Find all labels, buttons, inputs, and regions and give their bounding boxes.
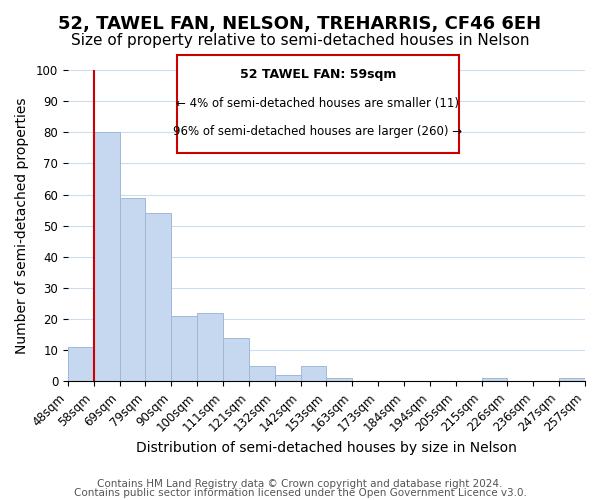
- Bar: [275, 375, 301, 382]
- Bar: [301, 366, 326, 382]
- Bar: [223, 338, 249, 382]
- Bar: [94, 132, 119, 382]
- Bar: [326, 378, 352, 382]
- Text: 96% of semi-detached houses are larger (260) →: 96% of semi-detached houses are larger (…: [173, 125, 463, 138]
- Text: Contains public sector information licensed under the Open Government Licence v3: Contains public sector information licen…: [74, 488, 526, 498]
- Text: 52 TAWEL FAN: 59sqm: 52 TAWEL FAN: 59sqm: [240, 68, 396, 80]
- Bar: [119, 198, 145, 382]
- Bar: [559, 378, 585, 382]
- Bar: [172, 316, 197, 382]
- Bar: [145, 214, 172, 382]
- Text: Contains HM Land Registry data © Crown copyright and database right 2024.: Contains HM Land Registry data © Crown c…: [97, 479, 503, 489]
- Text: ← 4% of semi-detached houses are smaller (11): ← 4% of semi-detached houses are smaller…: [176, 97, 460, 110]
- Bar: [197, 313, 223, 382]
- X-axis label: Distribution of semi-detached houses by size in Nelson: Distribution of semi-detached houses by …: [136, 441, 517, 455]
- Y-axis label: Number of semi-detached properties: Number of semi-detached properties: [15, 98, 29, 354]
- Text: Size of property relative to semi-detached houses in Nelson: Size of property relative to semi-detach…: [71, 32, 529, 48]
- Text: 52, TAWEL FAN, NELSON, TREHARRIS, CF46 6EH: 52, TAWEL FAN, NELSON, TREHARRIS, CF46 6…: [58, 15, 542, 33]
- Bar: [68, 347, 94, 382]
- Bar: [249, 366, 275, 382]
- Bar: [482, 378, 508, 382]
